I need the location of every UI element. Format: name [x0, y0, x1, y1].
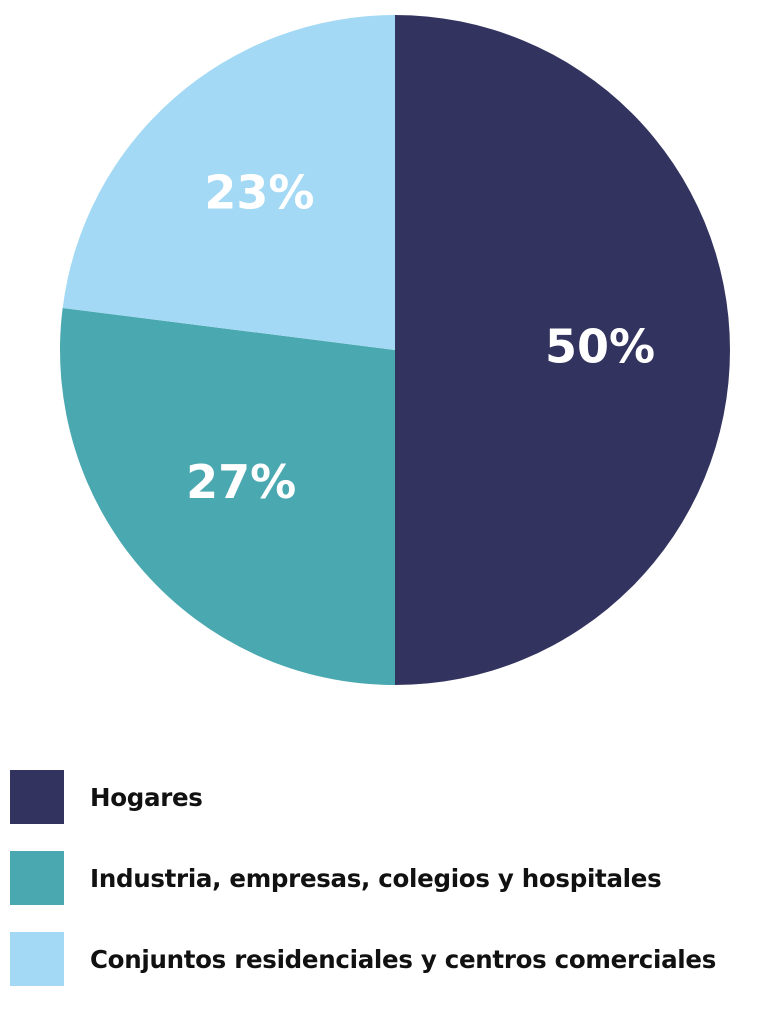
legend: Hogares Industria, empresas, colegios y … — [10, 770, 780, 1013]
legend-item-industria: Industria, empresas, colegios y hospital… — [10, 851, 780, 905]
data-label-industria: 27% — [186, 455, 296, 509]
pie-slice-industria — [59, 308, 395, 685]
legend-item-hogares: Hogares — [10, 770, 780, 824]
legend-item-conjuntos: Conjuntos residenciales y centros comerc… — [10, 932, 780, 986]
legend-label-hogares: Hogares — [90, 782, 203, 812]
pie-slice-conjuntos — [62, 15, 395, 350]
legend-label-industria: Industria, empresas, colegios y hospital… — [90, 863, 662, 893]
legend-label-conjuntos: Conjuntos residenciales y centros comerc… — [90, 944, 717, 974]
legend-swatch-industria — [10, 851, 64, 905]
pie-chart: 50% 27% 23% — [59, 15, 730, 685]
pie-slice-hogares — [395, 15, 730, 685]
legend-swatch-conjuntos — [10, 932, 64, 986]
legend-swatch-hogares — [10, 770, 64, 824]
data-label-hogares: 50% — [545, 320, 655, 374]
data-label-conjuntos: 23% — [204, 166, 314, 220]
